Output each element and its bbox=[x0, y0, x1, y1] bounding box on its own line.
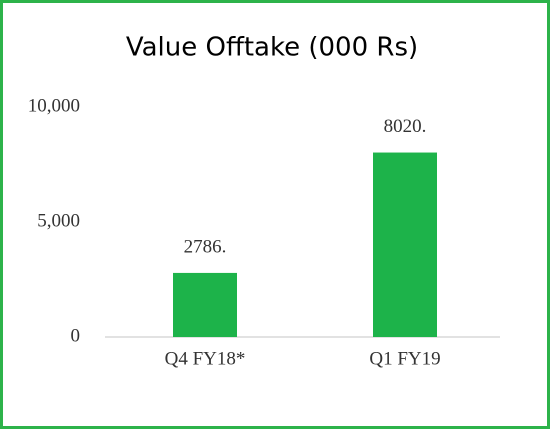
bar bbox=[373, 152, 437, 337]
x-tick-label: Q4 FY18* bbox=[165, 348, 246, 369]
x-tick-label: Q1 FY19 bbox=[369, 348, 440, 369]
bar bbox=[173, 272, 237, 337]
y-tick-label: 0 bbox=[71, 325, 81, 346]
y-tick-label: 10,000 bbox=[28, 95, 80, 116]
y-tick-label: 5,000 bbox=[37, 210, 80, 231]
value-label: 2786. bbox=[184, 236, 227, 257]
value-label: 8020. bbox=[384, 116, 427, 137]
chart-title: Value Offtake (000 Rs) bbox=[126, 33, 418, 63]
